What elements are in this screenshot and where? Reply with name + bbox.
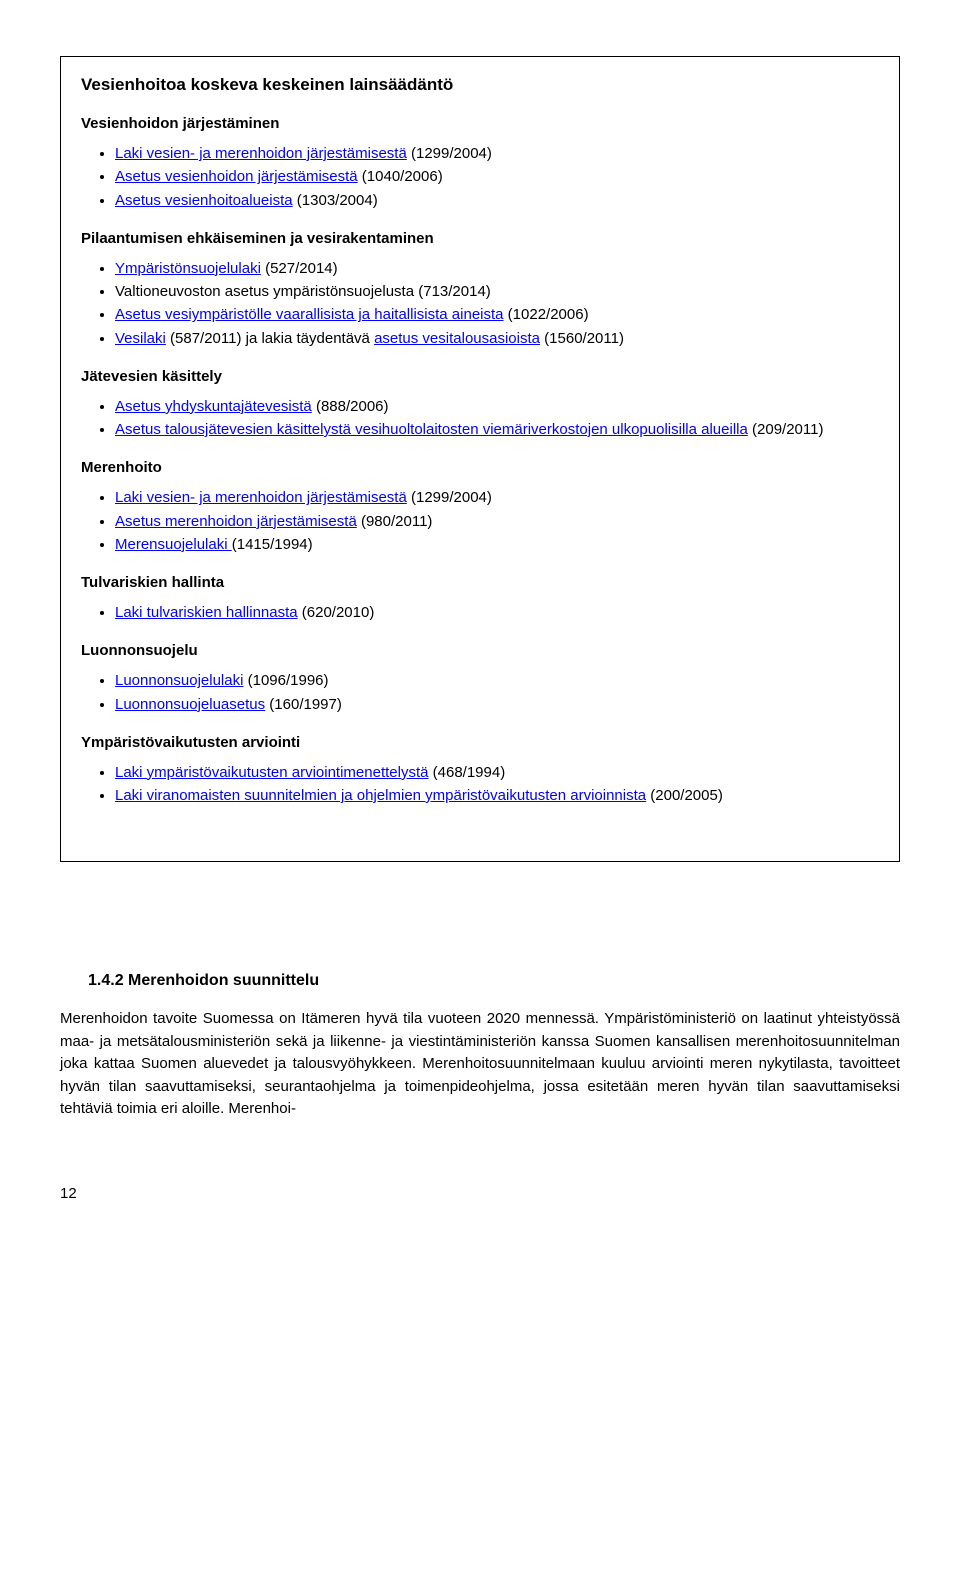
list-item: Laki tulvariskien hallinnasta (620/2010) xyxy=(115,601,879,624)
law-link[interactable]: Asetus vesienhoitoalueista xyxy=(115,192,293,209)
list-item: Luonnonsuojeluasetus (160/1997) xyxy=(115,693,879,716)
section-heading: Ympäristövaikutusten arviointi xyxy=(81,734,879,751)
law-link[interactable]: Asetus yhdyskuntajätevesistä xyxy=(115,398,312,415)
law-link[interactable]: Asetus merenhoidon järjestämisestä xyxy=(115,513,357,530)
law-link[interactable]: Asetus vesiympäristölle vaarallisista ja… xyxy=(115,306,504,323)
section-heading: Jätevesien käsittely xyxy=(81,368,879,385)
section-heading-142: 1.4.2 Merenhoidon suunnittelu xyxy=(88,972,900,990)
legislation-list: Laki ympäristövaikutusten arviointimenet… xyxy=(81,761,879,808)
law-link[interactable]: Ympäristönsuojelulaki xyxy=(115,260,261,277)
law-link[interactable]: Luonnonsuojelulaki xyxy=(115,672,243,689)
list-item: Asetus vesienhoidon järjestämisestä (104… xyxy=(115,165,879,188)
list-item: Ympäristönsuojelulaki (527/2014) xyxy=(115,257,879,280)
list-item: Asetus yhdyskuntajätevesistä (888/2006) xyxy=(115,395,879,418)
list-item: Vesilaki (587/2011) ja lakia täydentävä … xyxy=(115,327,879,350)
legislation-list: Asetus yhdyskuntajätevesistä (888/2006)A… xyxy=(81,395,879,442)
law-link[interactable]: Laki viranomaisten suunnitelmien ja ohje… xyxy=(115,787,646,804)
law-link[interactable]: Laki vesien- ja merenhoidon järjestämise… xyxy=(115,489,407,506)
law-link[interactable]: Luonnonsuojeluasetus xyxy=(115,696,265,713)
list-item: Asetus talousjätevesien käsittelystä ves… xyxy=(115,418,879,441)
legislation-list: Ympäristönsuojelulaki (527/2014)Valtione… xyxy=(81,257,879,350)
page-number: 12 xyxy=(60,1185,900,1202)
sections-container: Vesienhoidon järjestäminen Laki vesien- j… xyxy=(81,115,879,807)
list-item: Luonnonsuojelulaki (1096/1996) xyxy=(115,669,879,692)
box-title: Vesienhoitoa koskeva keskeinen lainsäädä… xyxy=(81,75,879,95)
section-heading: Luonnonsuojelu xyxy=(81,642,879,659)
list-item: Laki ympäristövaikutusten arviointimenet… xyxy=(115,761,879,784)
law-link[interactable]: Asetus vesienhoidon järjestämisestä xyxy=(115,168,358,185)
list-item: Valtioneuvoston asetus ympäristönsuojelu… xyxy=(115,280,879,303)
section-heading: Vesienhoidon järjestäminen xyxy=(81,115,879,132)
section-heading: Tulvariskien hallinta xyxy=(81,574,879,591)
law-link[interactable]: Vesilaki xyxy=(115,330,166,347)
law-link[interactable]: Laki tulvariskien hallinnasta xyxy=(115,604,298,621)
list-item: Asetus vesiympäristölle vaarallisista ja… xyxy=(115,303,879,326)
list-item: Laki vesien- ja merenhoidon järjestämise… xyxy=(115,486,879,509)
law-link[interactable]: Merensuojelulaki xyxy=(115,536,232,553)
legislation-list: Luonnonsuojelulaki (1096/1996)Luonnonsuo… xyxy=(81,669,879,716)
list-item: Merensuojelulaki (1415/1994) xyxy=(115,533,879,556)
legislation-list: Laki vesien- ja merenhoidon järjestämise… xyxy=(81,486,879,556)
list-item: Asetus vesienhoitoalueista (1303/2004) xyxy=(115,189,879,212)
law-link[interactable]: Asetus talousjätevesien käsittelystä ves… xyxy=(115,421,748,438)
legislation-box: Vesienhoitoa koskeva keskeinen lainsäädä… xyxy=(60,56,900,862)
law-link[interactable]: Laki ympäristövaikutusten arviointimenet… xyxy=(115,764,428,781)
legislation-list: Laki tulvariskien hallinnasta (620/2010) xyxy=(81,601,879,624)
legislation-list: Laki vesien- ja merenhoidon järjestämise… xyxy=(81,142,879,212)
section-heading: Pilaantumisen ehkäiseminen ja vesirakent… xyxy=(81,230,879,247)
list-item: Asetus merenhoidon järjestämisestä (980/… xyxy=(115,510,879,533)
page: Vesienhoitoa koskeva keskeinen lainsäädä… xyxy=(0,0,960,1257)
law-link[interactable]: Laki vesien- ja merenhoidon järjestämise… xyxy=(115,145,407,162)
body-paragraph: Merenhoidon tavoite Suomessa on Itämeren… xyxy=(60,1008,900,1121)
section-heading: Merenhoito xyxy=(81,459,879,476)
list-item: Laki viranomaisten suunnitelmien ja ohje… xyxy=(115,784,879,807)
list-item: Laki vesien- ja merenhoidon järjestämise… xyxy=(115,142,879,165)
law-link[interactable]: asetus vesitalousasioista xyxy=(374,330,540,347)
